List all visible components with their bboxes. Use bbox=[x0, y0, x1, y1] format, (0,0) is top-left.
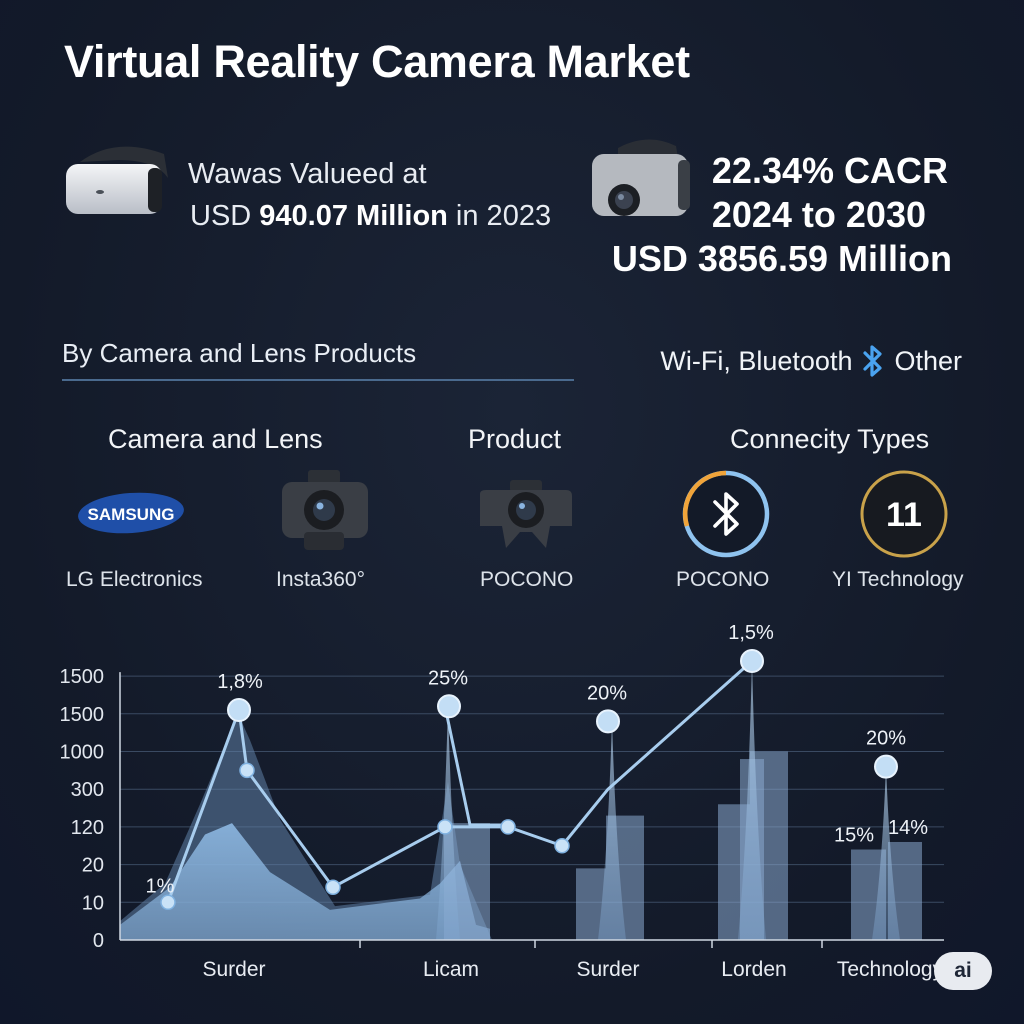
y-tick-label: 120 bbox=[71, 817, 104, 839]
vr-camera-icon bbox=[592, 139, 690, 216]
highlight-point bbox=[596, 709, 620, 734]
data-label: 25% bbox=[428, 667, 468, 689]
x-tick-label: Technology bbox=[837, 958, 944, 981]
page-title: Virtual Reality Camera Market bbox=[64, 36, 690, 87]
data-point bbox=[325, 879, 341, 895]
column-head-camera-lens: Camera and Lens bbox=[108, 424, 323, 454]
data-point bbox=[239, 762, 255, 779]
data-point bbox=[437, 819, 453, 835]
bluetooth-icon bbox=[863, 345, 883, 377]
data-point bbox=[500, 819, 516, 835]
x-tick-label: Surder bbox=[202, 958, 265, 981]
column-head-connectivity: Connecity Types bbox=[730, 424, 930, 454]
forecast-value: USD 3856.59 Million bbox=[611, 238, 952, 279]
spike-shape bbox=[872, 766, 900, 940]
spike-shape bbox=[738, 661, 766, 940]
forecast-period: 2024 to 2030 bbox=[711, 194, 926, 235]
data-label: 1,5% bbox=[728, 622, 774, 644]
data-point bbox=[554, 838, 570, 854]
y-tick-label: 1500 bbox=[60, 666, 105, 688]
bluetooth-icon bbox=[682, 470, 770, 558]
highlight-point bbox=[740, 649, 764, 674]
column-head-product: Product bbox=[468, 424, 562, 454]
highlight-point bbox=[437, 694, 461, 719]
x-tick-label: Surder bbox=[576, 958, 639, 981]
x-tick-label: Licam bbox=[423, 958, 479, 981]
valuation-line-2: USD 940.07 Million in 2023 bbox=[190, 200, 552, 232]
data-label: 1% bbox=[146, 875, 175, 897]
section-label: By Camera and Lens Products bbox=[62, 338, 417, 368]
y-tick-label: 0 bbox=[93, 930, 104, 952]
bar-label: 14% bbox=[888, 817, 928, 839]
brand-label-yi: YI Technology bbox=[832, 568, 964, 591]
y-tick-label: 300 bbox=[71, 779, 104, 801]
ai-badge: ai bbox=[934, 952, 992, 990]
data-label: 20% bbox=[587, 682, 627, 704]
connectivity-legend: Wi-Fi, Bluetooth Other bbox=[660, 344, 962, 378]
brand-label-pocono: POCONO bbox=[480, 568, 574, 591]
svg-text:SAMSUNG: SAMSUNG bbox=[88, 505, 175, 524]
svg-text:11: 11 bbox=[886, 496, 922, 534]
yi-logo: 11 bbox=[860, 470, 948, 558]
camera-icon bbox=[282, 470, 368, 550]
highlight-point bbox=[874, 754, 898, 779]
brand-label-insta360: Insta360° bbox=[276, 568, 365, 591]
spike-shape bbox=[598, 721, 626, 940]
area-front bbox=[120, 823, 490, 940]
x-tick-label: Lorden bbox=[721, 958, 786, 981]
camera-icon bbox=[480, 480, 572, 548]
cagr-value: 22.34% CACR bbox=[711, 150, 948, 191]
bar-label: 15% bbox=[834, 825, 874, 847]
data-point bbox=[160, 894, 176, 911]
vr-headset-icon bbox=[66, 146, 168, 214]
valuation-line-1: Wawas Valueed at bbox=[188, 158, 427, 190]
market-chart: 1% 1,8% 25% 20% 1,5% 20% 15% 14% 0 10 20 120 300 100… bbox=[60, 622, 944, 981]
y-tick-label: 1500 bbox=[60, 704, 105, 726]
brand-label-lg: LG Electronics bbox=[66, 568, 203, 591]
series-line-branch bbox=[443, 705, 508, 827]
connectivity-right: Other bbox=[894, 345, 962, 376]
samsung-logo: SAMSUNG bbox=[78, 492, 184, 534]
y-tick-label: 20 bbox=[82, 855, 104, 877]
data-label: 1,8% bbox=[217, 671, 263, 693]
brand-label-pocono-2: POCONO bbox=[676, 568, 770, 591]
connectivity-left: Wi-Fi, Bluetooth bbox=[660, 345, 853, 376]
highlight-point bbox=[227, 698, 251, 723]
y-tick-label: 10 bbox=[82, 892, 104, 914]
section-divider bbox=[62, 379, 574, 381]
y-tick-label: 1000 bbox=[60, 742, 105, 764]
data-label: 20% bbox=[866, 728, 906, 750]
